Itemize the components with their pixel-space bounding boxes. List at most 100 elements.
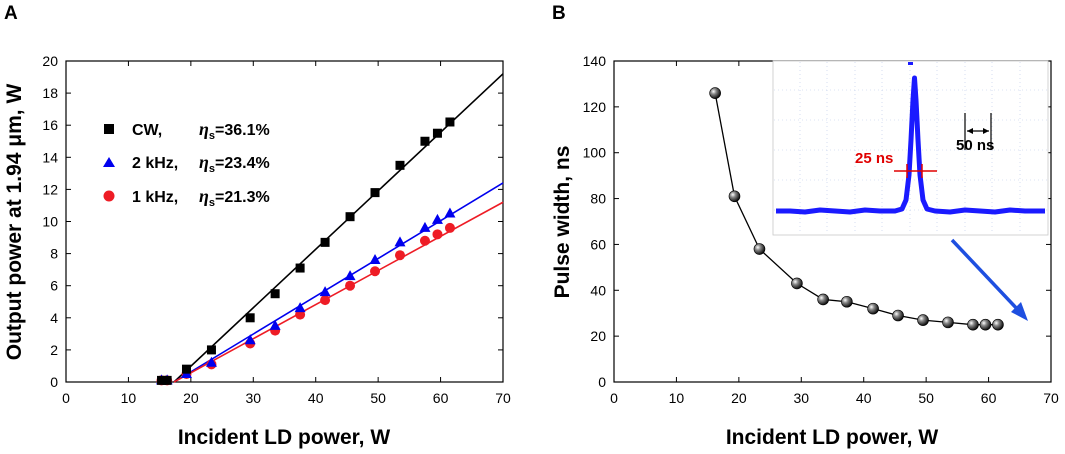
data-point-cw bbox=[181, 364, 191, 374]
panel-a-x-tick-label: 0 bbox=[62, 390, 70, 406]
data-point-cw bbox=[157, 375, 167, 385]
panel-a-x-tick-label: 60 bbox=[433, 390, 449, 406]
panel-a-x-tick-label: 10 bbox=[121, 390, 137, 406]
panel-a-y-tick-label: 6 bbox=[50, 278, 58, 294]
panel-a-x-tick-label: 30 bbox=[245, 390, 261, 406]
panel-b-y-tick-label: 40 bbox=[590, 282, 606, 298]
data-point-pulse-width bbox=[728, 190, 741, 203]
panel-a-x-tick-label: 50 bbox=[370, 390, 386, 406]
data-point-1khz bbox=[432, 229, 443, 240]
panel-a-y-tick-label: 10 bbox=[42, 214, 58, 230]
legend-2khz-eta: ηs=23.4% bbox=[199, 152, 270, 175]
panel-a-x-tick-label: 70 bbox=[495, 390, 511, 406]
data-point-cw bbox=[270, 289, 280, 299]
data-point-1khz bbox=[419, 235, 430, 246]
panel-a-x-tick-label: 40 bbox=[308, 390, 324, 406]
panel-a-y-tick-label: 20 bbox=[42, 53, 58, 69]
legend-1khz-eta-symbol: η bbox=[199, 186, 209, 206]
data-point-1khz bbox=[370, 266, 381, 277]
inset-scale-arrowhead-right bbox=[983, 128, 989, 134]
panel-a-y-tick-label: 4 bbox=[50, 310, 58, 326]
panel-b-x-tick-label: 20 bbox=[731, 390, 747, 406]
inset-top-marker bbox=[908, 62, 913, 65]
panel-a-data-points bbox=[156, 117, 456, 386]
panel-b-x-tick-labels: 0 10 20 30 40 50 60 70 bbox=[610, 390, 1059, 406]
data-point-pulse-width bbox=[917, 314, 929, 326]
data-point-2khz bbox=[205, 356, 217, 367]
panel-a-y-tick-label: 12 bbox=[42, 181, 58, 197]
panel-a-y-tick-label: 0 bbox=[50, 374, 58, 390]
panel-b-x-tick-label: 0 bbox=[610, 390, 618, 406]
data-point-cw bbox=[370, 188, 380, 198]
legend-1khz-eta: ηs=21.3% bbox=[199, 186, 270, 209]
data-point-1khz bbox=[394, 250, 405, 261]
data-point-cw bbox=[445, 117, 455, 127]
legend-1khz-marker bbox=[103, 190, 115, 202]
fit-line-2khz bbox=[173, 182, 504, 383]
legend-cw-eta: ηs=36.1% bbox=[199, 119, 270, 142]
panel-a-y-tick-label: 8 bbox=[50, 246, 58, 262]
data-point-pulse-width bbox=[791, 277, 803, 290]
data-point-2khz bbox=[419, 221, 431, 232]
panel-b-x-tick-label: 60 bbox=[981, 390, 997, 406]
panel-b-y-tick-label: 100 bbox=[583, 145, 607, 161]
legend-1khz-label: 1 kHz, bbox=[132, 189, 178, 206]
panel-a-y-tick-label: 14 bbox=[42, 149, 58, 165]
data-point-2khz bbox=[369, 254, 381, 265]
data-point-2khz bbox=[444, 207, 456, 218]
pulse-inset: 25 ns 50 ns bbox=[772, 60, 1049, 321]
panel-a-label: A bbox=[4, 3, 18, 24]
panel-a: A 0 10 20 30 40 50 60 70 0 2 4 6 8 10 12 14 16 18 20 CW, … bbox=[3, 3, 511, 449]
panel-a-x-tick-label: 20 bbox=[183, 390, 199, 406]
panel-b-y-tick-label: 20 bbox=[590, 328, 606, 344]
panel-a-y-tick-labels: 0 2 4 6 8 10 12 14 16 18 20 bbox=[42, 53, 58, 390]
data-point-cw bbox=[345, 212, 355, 222]
inset-scale-label: 50 ns bbox=[956, 137, 994, 154]
panel-b-x-tick-label: 40 bbox=[856, 390, 872, 406]
data-point-1khz bbox=[444, 222, 455, 233]
panel-b-data-points bbox=[709, 87, 1004, 331]
legend-cw-marker bbox=[104, 124, 114, 134]
data-point-cw bbox=[295, 263, 305, 273]
data-point-2khz bbox=[344, 270, 356, 281]
panel-b-y-tick-labels: 0 20 40 60 80 100 120 140 bbox=[583, 53, 607, 390]
data-point-1khz bbox=[345, 280, 356, 291]
data-point-2khz bbox=[319, 286, 331, 297]
panel-a-x-axis-title: Incident LD power, W bbox=[178, 426, 391, 449]
panel-a-x-tick-labels: 0 10 20 30 40 50 60 70 bbox=[62, 390, 511, 406]
data-point-cw bbox=[206, 345, 216, 355]
data-point-pulse-width bbox=[867, 302, 879, 315]
legend-2khz-eta-value: =23.4% bbox=[215, 155, 270, 172]
legend-cw-label: CW, bbox=[132, 122, 162, 139]
panel-b-x-tick-label: 50 bbox=[918, 390, 934, 406]
panel-a-y-axis-title: Output power at 1.94 μm, W bbox=[3, 84, 26, 361]
panel-a-y-tick-label: 2 bbox=[50, 342, 58, 358]
data-point-2khz bbox=[244, 334, 256, 345]
inset-pointer-arrow bbox=[950, 238, 1022, 314]
panel-b-x-tick-label: 70 bbox=[1043, 390, 1059, 406]
panel-a-ticks bbox=[65, 60, 504, 383]
legend-cw-eta-value: =36.1% bbox=[215, 122, 270, 139]
panel-b-y-tick-label: 120 bbox=[583, 99, 607, 115]
data-point-1khz bbox=[320, 295, 331, 306]
legend-2khz-label: 2 kHz, bbox=[132, 155, 178, 172]
panel-b-x-tick-label: 10 bbox=[669, 390, 685, 406]
data-point-cw bbox=[320, 237, 330, 247]
panel-a-y-tick-label: 16 bbox=[42, 117, 58, 133]
data-point-pulse-width bbox=[817, 293, 829, 306]
legend-cw-eta-sub: s bbox=[209, 130, 215, 142]
panel-b-y-tick-label: 140 bbox=[583, 53, 607, 69]
panel-b-y-tick-label: 80 bbox=[590, 191, 606, 207]
data-point-pulse-width bbox=[841, 295, 853, 308]
data-point-pulse-width bbox=[709, 87, 721, 99]
inset-fwhm-label: 25 ns bbox=[855, 150, 893, 167]
panel-b-label: B bbox=[552, 3, 566, 24]
panel-a-legend: CW, ηs=36.1% 2 kHz, ηs=23.4% 1 kHz, ηs=2… bbox=[103, 119, 270, 209]
data-point-pulse-width bbox=[979, 318, 992, 331]
data-point-cw bbox=[420, 136, 430, 146]
legend-1khz-eta-value: =21.3% bbox=[215, 189, 270, 206]
panel-b-y-axis-title: Pulse width, ns bbox=[551, 146, 574, 299]
data-point-pulse-width bbox=[967, 318, 979, 331]
data-point-2khz bbox=[394, 236, 406, 247]
legend-2khz-eta-sub: s bbox=[209, 163, 215, 175]
